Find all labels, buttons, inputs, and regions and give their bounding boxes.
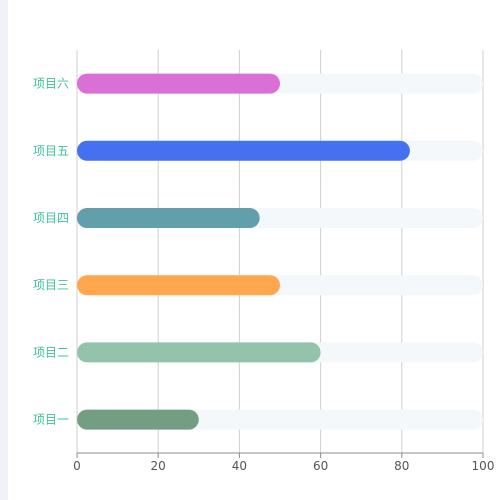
- bars: [77, 73, 410, 430]
- x-tick-label: 80: [394, 459, 409, 473]
- bar-4[interactable]: [77, 208, 260, 228]
- category-label: 项目二: [33, 345, 69, 359]
- category-label: 项目一: [33, 413, 69, 427]
- x-tick-label: 20: [151, 459, 166, 473]
- x-tick-label: 0: [73, 459, 81, 473]
- x-tick-label: 100: [472, 459, 495, 473]
- bar-5[interactable]: [77, 140, 410, 161]
- x-axis: 0 20 40 60 80 100: [73, 452, 495, 473]
- bar-tracks: [77, 73, 483, 430]
- bar-6[interactable]: [77, 73, 280, 94]
- bar-3[interactable]: [77, 275, 280, 296]
- category-label: 项目五: [33, 144, 69, 158]
- category-label: 项目三: [33, 278, 69, 292]
- x-tick-label: 40: [232, 459, 247, 473]
- bar-2[interactable]: [77, 342, 321, 363]
- category-label: 项目四: [33, 211, 69, 225]
- grid-lines: [76, 50, 484, 453]
- x-tick-label: 60: [313, 459, 328, 473]
- category-label: 项目六: [33, 77, 69, 91]
- bar-1[interactable]: [77, 409, 199, 430]
